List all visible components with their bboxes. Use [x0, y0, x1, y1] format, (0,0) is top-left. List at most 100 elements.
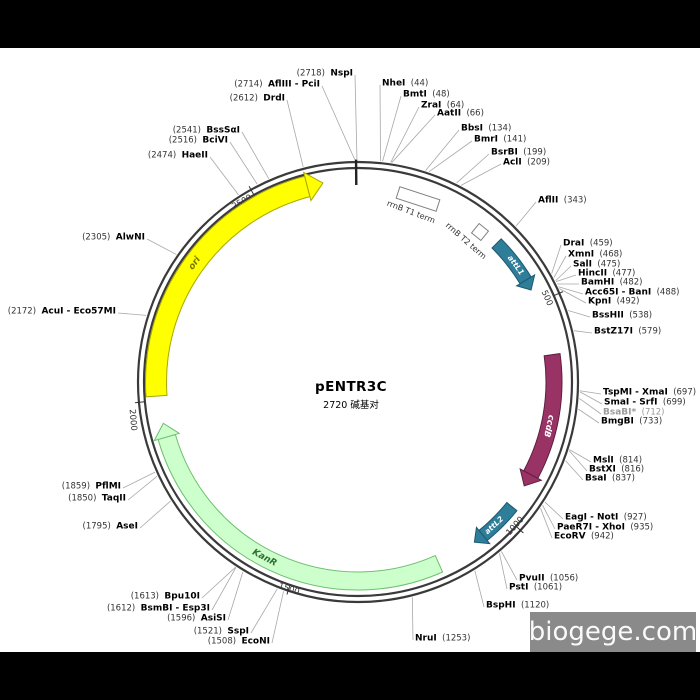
terminator-box [470, 222, 490, 242]
leader-line [209, 156, 239, 196]
restriction-site-label: BmgBI (733) [601, 416, 663, 427]
restriction-site-label: (2612) DrdI [229, 93, 285, 104]
restriction-site-label: BssHII (538) [592, 310, 653, 321]
bp-marker-label: 1500 [277, 581, 301, 597]
leader-line [555, 274, 577, 283]
feature-arrowhead [473, 526, 491, 545]
leader-line [390, 106, 420, 163]
plasmid-backbone-inner [142, 166, 574, 598]
leader-line [568, 450, 588, 472]
restriction-site-label: SalI (475) [573, 259, 621, 270]
leader-line [579, 398, 602, 415]
restriction-site-label: BsrBI (199) [491, 147, 547, 158]
plasmid-name: pENTR3C [315, 379, 387, 395]
leader-line [382, 95, 402, 162]
restriction-site-label: BstXI (816) [589, 464, 645, 475]
leader-line [127, 476, 158, 501]
feature-arrowhead [153, 422, 181, 442]
terminator-box [395, 186, 441, 212]
restriction-site-label: (2541) BssSαI [172, 125, 240, 136]
restriction-site-label: (1612) BsmBI - Esp3I [106, 603, 210, 614]
bp-tick [134, 401, 146, 404]
leader-line [271, 591, 284, 644]
restriction-site-label: EcoRV (942) [554, 531, 614, 542]
restriction-site-label: (2474) HaeII [147, 150, 208, 161]
leader-line [579, 390, 602, 395]
feature-kanr [157, 433, 444, 591]
restriction-site-label: (1859) PflMI [61, 481, 121, 492]
bp-tick [514, 525, 524, 534]
leader-line [456, 153, 490, 184]
letterbox-top [0, 0, 700, 48]
feature-arrowhead [519, 467, 543, 487]
leader-line [229, 141, 258, 185]
leader-line [558, 286, 584, 295]
restriction-site-label: HincII (477) [578, 268, 636, 279]
restriction-site-label: NruI (1253) [415, 633, 471, 644]
restriction-site-label: (2714) AflIII - PciI [234, 79, 320, 90]
leader-line [559, 288, 587, 304]
restriction-site-label: (2172) AcuI - Eco57MI [7, 306, 116, 317]
restriction-site-label: (1521) SspI [193, 626, 249, 637]
leader-line [540, 508, 553, 539]
leader-line [553, 255, 567, 278]
leader-line [379, 84, 381, 162]
plasmid-backbone-outer [136, 160, 580, 604]
leader-line [544, 501, 564, 520]
leader-line [250, 588, 278, 634]
leader-line [565, 460, 584, 481]
leader-line [501, 551, 518, 581]
leader-line [569, 449, 592, 463]
restriction-site-label: EagI - NotI (927) [565, 512, 647, 523]
leader-line [354, 74, 358, 161]
restriction-site-label: (2516) BciVI [168, 135, 228, 146]
leader-line [241, 131, 270, 179]
restriction-site-label: NheI (44) [382, 78, 429, 89]
leader-line [568, 310, 591, 318]
watermark: biogege.com [529, 612, 697, 652]
leader-line [499, 553, 508, 590]
feature-arrowhead [302, 171, 324, 202]
restriction-site-label: Acc65I - BanI (488) [585, 287, 680, 298]
leader-line [579, 391, 603, 405]
restriction-site-label: BsaBI* (712) [603, 407, 665, 418]
leader-line [139, 500, 171, 529]
restriction-site-label: BbsI (134) [461, 123, 512, 134]
restriction-site-label: KpnI (492) [588, 296, 640, 307]
leader-line [411, 597, 414, 641]
feature-label: ccdB [541, 414, 556, 438]
leader-line [146, 238, 177, 255]
restriction-site-label: BsaI (837) [585, 473, 635, 484]
restriction-site-label: ZraI (64) [421, 100, 465, 111]
restriction-site-label: (1508) EcoNI [207, 636, 270, 647]
leader-line [227, 571, 244, 621]
leader-line [573, 330, 593, 334]
leader-line [117, 312, 147, 316]
restriction-site-label: PstI (1061) [509, 582, 563, 593]
restriction-site-label: XmnI (468) [568, 249, 623, 260]
bp-tick [248, 186, 255, 197]
bp-tick [286, 583, 291, 595]
restriction-site-label: MslI (814) [593, 455, 643, 466]
feature-arrowhead [515, 273, 536, 291]
leader-line [286, 99, 304, 167]
restriction-site-label: AatII (66) [437, 108, 484, 119]
leader-line [425, 129, 460, 171]
leader-line [460, 163, 502, 186]
leader-line [578, 408, 600, 424]
restriction-site-label: DraI (459) [563, 238, 613, 249]
restriction-site-label: AflII (343) [538, 195, 587, 206]
letterbox-bottom [0, 652, 700, 700]
restriction-site-label: BstZ17I (579) [594, 326, 662, 337]
leader-line [542, 505, 556, 530]
feature-ori [145, 175, 311, 398]
restriction-site-label: (2718) NspI [296, 68, 353, 79]
restriction-site-label: BmrI (141) [474, 134, 527, 145]
restriction-site-label: TspMI - XmaI (697) [603, 387, 697, 398]
restriction-site-label: BmtI (48) [403, 89, 450, 100]
restriction-site-label: (1613) Bpu10I [130, 591, 200, 602]
bp-marker-label: 2000 [127, 409, 139, 431]
leader-line [555, 265, 572, 282]
leader-line [391, 114, 436, 163]
plasmid-title: pENTR3C 2720 碱基对 [315, 379, 387, 411]
